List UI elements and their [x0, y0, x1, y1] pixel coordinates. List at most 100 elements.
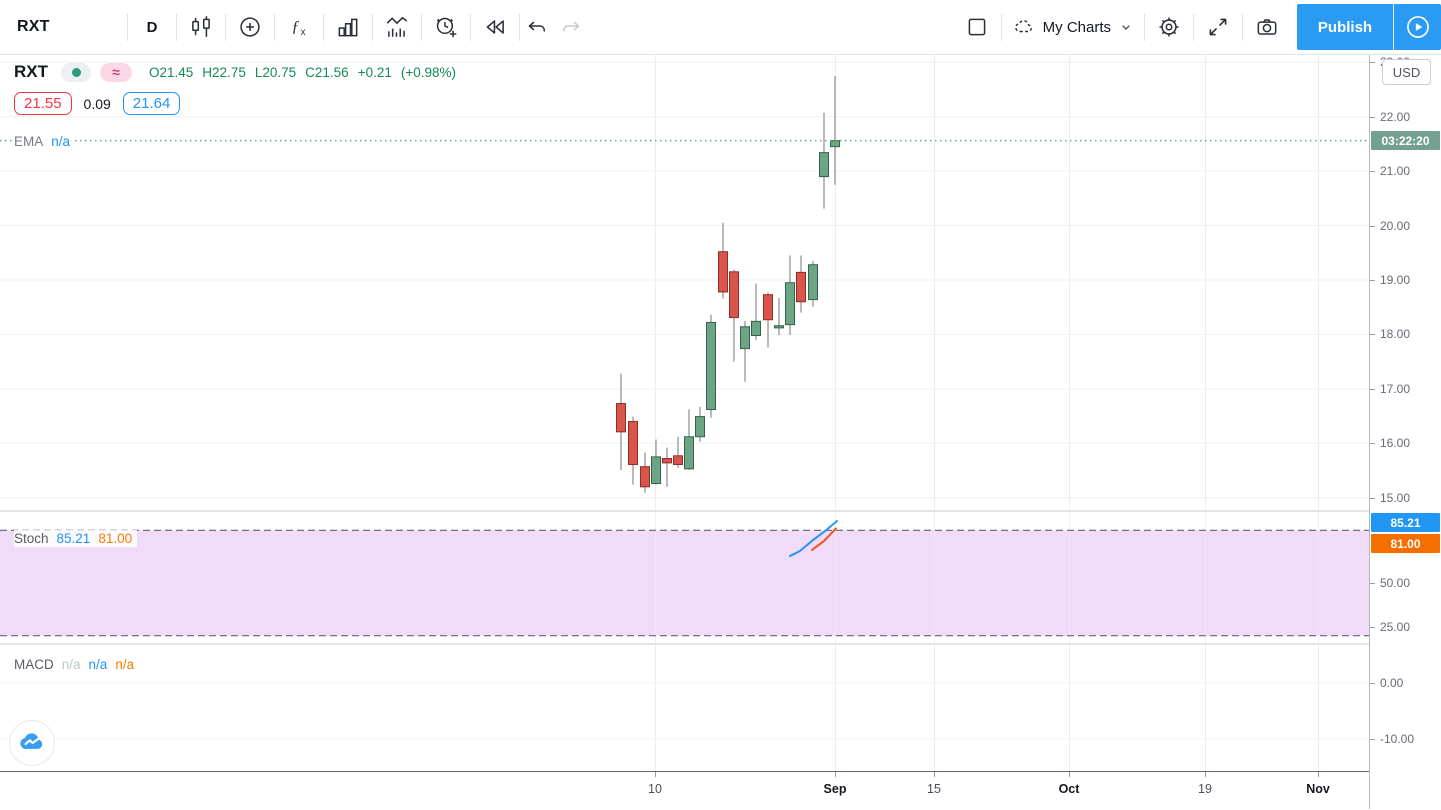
my-charts-label: My Charts [1042, 18, 1111, 36]
macd-pane[interactable] [0, 645, 1369, 771]
publish-group: Publish [1297, 4, 1441, 50]
buy-button[interactable]: 21.64 [122, 92, 181, 115]
snapshot-button[interactable] [1243, 8, 1291, 46]
time-tick [1069, 772, 1070, 777]
market-status-badge[interactable] [61, 62, 91, 82]
chevron-down-icon [1122, 25, 1130, 30]
cloud-icon [1014, 20, 1032, 33]
pane-separator[interactable] [0, 510, 1441, 512]
stoch-d-badge: 81.00 [1371, 534, 1440, 554]
candle-body [628, 421, 638, 466]
compare-button[interactable] [226, 8, 274, 46]
undo-icon [528, 21, 546, 32]
time-tick-label: Oct [1058, 782, 1080, 796]
delayed-data-badge[interactable]: ≈ [100, 62, 132, 82]
separator [127, 13, 128, 41]
separator [323, 13, 324, 41]
separator [470, 13, 471, 41]
time-tick-label: Nov [1306, 782, 1330, 796]
legend-main-row: RXT ≈ O21.45 H22.75 L20.75 C21.56 +0.21 … [14, 61, 456, 83]
spread-value: 0.09 [83, 95, 111, 112]
candle-body [763, 294, 773, 321]
stochastic-canvas [0, 512, 1369, 645]
time-tick [934, 772, 935, 777]
forecast-button[interactable] [373, 8, 421, 46]
toolbar-right-group: My Charts [953, 0, 1441, 54]
chart-style-button[interactable] [177, 8, 225, 46]
fullscreen-button[interactable] [1194, 8, 1242, 46]
svg-text:ƒ: ƒ [291, 17, 299, 35]
ema-value: n/a [51, 134, 71, 149]
alert-button[interactable] [422, 8, 470, 46]
candle-body [651, 456, 661, 485]
stochastic-pane[interactable] [0, 512, 1369, 645]
stoch-band [0, 530, 1369, 636]
svg-text:x: x [301, 27, 306, 38]
separator [274, 13, 275, 41]
ohlc-change: +0.21 [357, 64, 392, 80]
play-circle-icon [1406, 16, 1429, 38]
price-pane[interactable] [0, 55, 1369, 512]
stoch-d-line [811, 527, 837, 551]
publish-play-button[interactable] [1393, 4, 1441, 50]
axis-tick-label: 0.00 [1370, 675, 1403, 691]
currency-button[interactable]: USD [1382, 59, 1431, 85]
my-charts-button[interactable]: My Charts [1002, 8, 1144, 46]
select-layout-button[interactable] [953, 8, 1001, 46]
chart-legend: RXT ≈ O21.45 H22.75 L20.75 C21.56 +0.21 … [14, 61, 456, 115]
pane-separator[interactable] [0, 643, 1441, 645]
macd-label: MACD [14, 657, 54, 672]
axis-tick-label: 22.00 [1370, 109, 1410, 125]
candle-body [695, 416, 705, 438]
time-tick [1205, 772, 1206, 777]
ohlc-open: O21.45 [149, 64, 194, 80]
candle-body [673, 455, 683, 466]
publish-button[interactable]: Publish [1317, 18, 1373, 36]
separator [1144, 13, 1145, 41]
candle-body [819, 152, 829, 178]
macd-legend-row[interactable]: MACD n/a n/a n/a [14, 656, 140, 673]
ohlc-values: O21.45 H22.75 L20.75 C21.56 +0.21 (+0.98… [149, 65, 456, 80]
ema-legend-row[interactable]: EMA n/a [14, 133, 76, 150]
axis-tick-label: 19.00 [1370, 272, 1410, 288]
candle-body [740, 326, 750, 350]
candle-body [684, 436, 694, 470]
indicator-templates-button[interactable] [324, 8, 372, 46]
legend-symbol[interactable]: RXT [14, 62, 48, 81]
candle-body [751, 320, 761, 337]
axis-tick-label: 50.00 [1370, 575, 1410, 591]
market-open-dot-icon [71, 67, 81, 77]
time-tick-label: Sep [823, 782, 847, 796]
redo-button[interactable] [554, 8, 588, 46]
stoch-legend-row[interactable]: Stoch 85.21 81.00 [14, 530, 138, 547]
symbol-search-button[interactable]: RXT [17, 18, 50, 35]
plus-circle-icon [240, 17, 260, 37]
undo-button[interactable] [520, 8, 554, 46]
axis-tick-label: 25.00 [1370, 619, 1410, 635]
chart-settings-button[interactable] [1145, 8, 1193, 46]
redo-icon [562, 21, 580, 32]
ema-label: EMA [14, 134, 44, 149]
separator [176, 13, 177, 41]
time-tick [835, 772, 836, 777]
time-scale[interactable]: 10 Sep 15 Oct 19 Nov [0, 771, 1441, 810]
time-tick-label: 10 [648, 782, 662, 796]
tradingview-logo-button[interactable] [9, 720, 55, 766]
axis-tick-label: -10.00 [1370, 731, 1414, 747]
axis-tick-label: 16.00 [1370, 435, 1410, 451]
separator [421, 13, 422, 41]
time-tick-label: 15 [927, 782, 941, 796]
candle-body [808, 264, 818, 301]
candle-body [830, 140, 840, 148]
sell-button[interactable]: 21.55 [14, 92, 72, 115]
price-scale[interactable]: 23.0022.0021.0020.0019.0018.0017.0016.00… [1369, 0, 1441, 809]
columns-icon [338, 18, 358, 37]
forecast-icon [386, 16, 408, 37]
interval-button[interactable]: D [146, 18, 158, 36]
price-chart-canvas [0, 55, 1369, 512]
bar-replay-button[interactable] [471, 8, 519, 46]
macd-line-value: n/a [88, 657, 108, 672]
indicators-button[interactable]: ƒ x [275, 8, 323, 46]
ohlc-high: H22.75 [202, 64, 246, 80]
